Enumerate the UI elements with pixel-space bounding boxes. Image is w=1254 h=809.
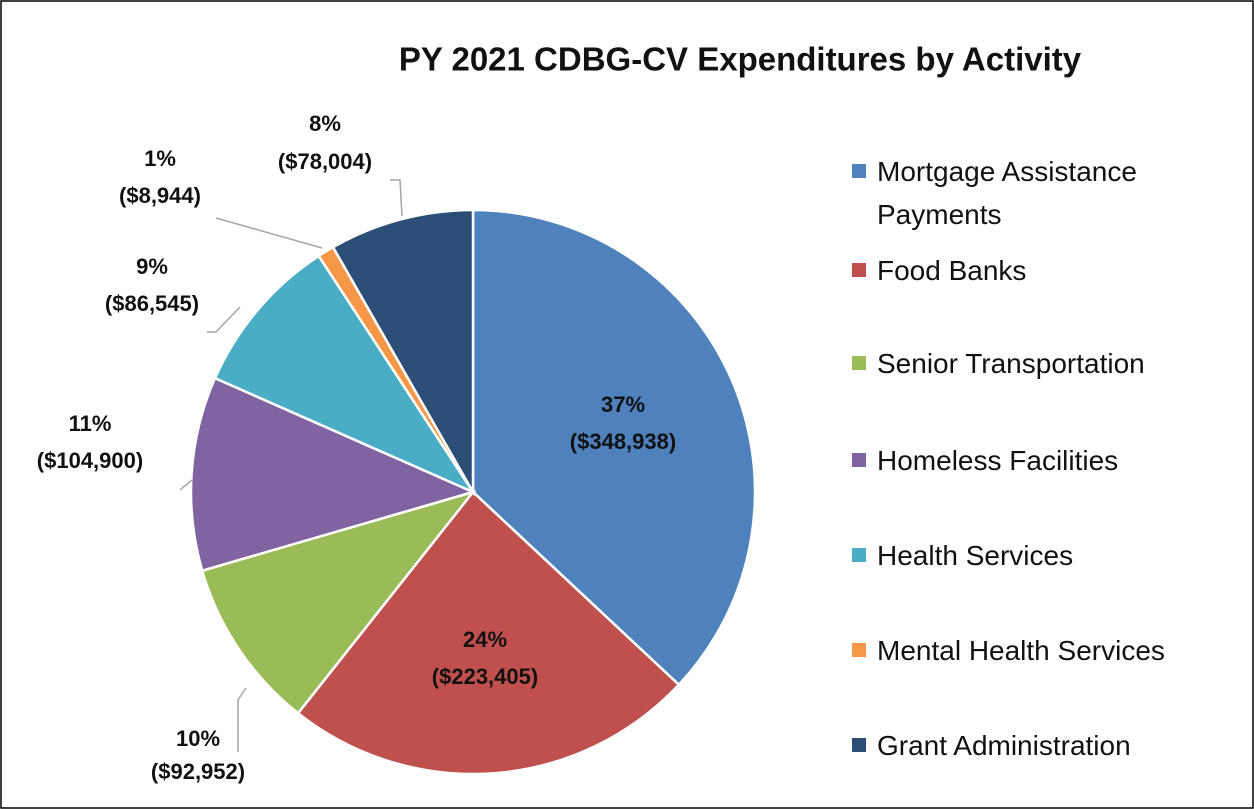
pie-slice xyxy=(471,208,757,687)
legend-swatch xyxy=(852,548,866,562)
legend-entry: Health Services xyxy=(852,534,1207,577)
legend-entry: Food Banks xyxy=(852,249,1207,292)
legend-swatch xyxy=(852,453,866,467)
legend-label: Mental Health Services xyxy=(877,635,1165,666)
legend-entry: Mental Health Services xyxy=(852,629,1207,672)
percent-label: 10% xyxy=(176,726,220,751)
percent-label: 1% xyxy=(144,146,176,171)
value-label: ($92,952) xyxy=(151,759,245,784)
legend-swatch xyxy=(852,643,866,657)
value-label: ($104,900) xyxy=(37,448,143,473)
legend-entry: Homeless Facilities xyxy=(852,439,1207,482)
pie-slice xyxy=(331,208,475,497)
legend-entry: Mortgage Assistance Payments xyxy=(852,150,1207,236)
legend-swatch xyxy=(852,356,866,370)
percent-label: 37% xyxy=(601,392,645,417)
pie-slice xyxy=(200,489,477,715)
leader-line xyxy=(215,217,323,249)
pie-slice xyxy=(189,376,477,573)
leader-line xyxy=(390,179,403,217)
value-label: ($348,938) xyxy=(570,429,676,454)
legend-label: Senior Transportation xyxy=(877,348,1145,379)
legend-swatch xyxy=(852,164,866,178)
legend-entry: Grant Administration xyxy=(852,724,1207,767)
legend-swatch xyxy=(852,263,866,277)
value-label: ($8,944) xyxy=(119,183,201,208)
value-label: ($223,405) xyxy=(432,664,538,689)
percent-label: 8% xyxy=(309,111,341,136)
legend-label: Mortgage Assistance Payments xyxy=(877,156,1137,230)
percent-label: 24% xyxy=(463,627,507,652)
chart-title: PY 2021 CDBG-CV Expenditures by Activity xyxy=(399,41,1082,78)
leader-line xyxy=(179,479,193,491)
percent-label: 9% xyxy=(136,254,168,279)
legend-label: Health Services xyxy=(877,540,1074,571)
legend-label: Food Banks xyxy=(877,255,1027,286)
pie-slice xyxy=(213,254,477,495)
percent-label: 11% xyxy=(69,411,112,436)
legend-swatch xyxy=(852,738,866,752)
legend-label: Homeless Facilities xyxy=(877,445,1119,476)
value-label: ($86,545) xyxy=(105,291,199,316)
legend-label: Grant Administration xyxy=(877,730,1131,761)
leader-line xyxy=(207,306,241,333)
legend-entry: Senior Transportation xyxy=(852,342,1207,385)
value-label: ($78,004) xyxy=(278,149,372,174)
pie-slice xyxy=(296,490,681,776)
leader-line xyxy=(237,687,247,752)
